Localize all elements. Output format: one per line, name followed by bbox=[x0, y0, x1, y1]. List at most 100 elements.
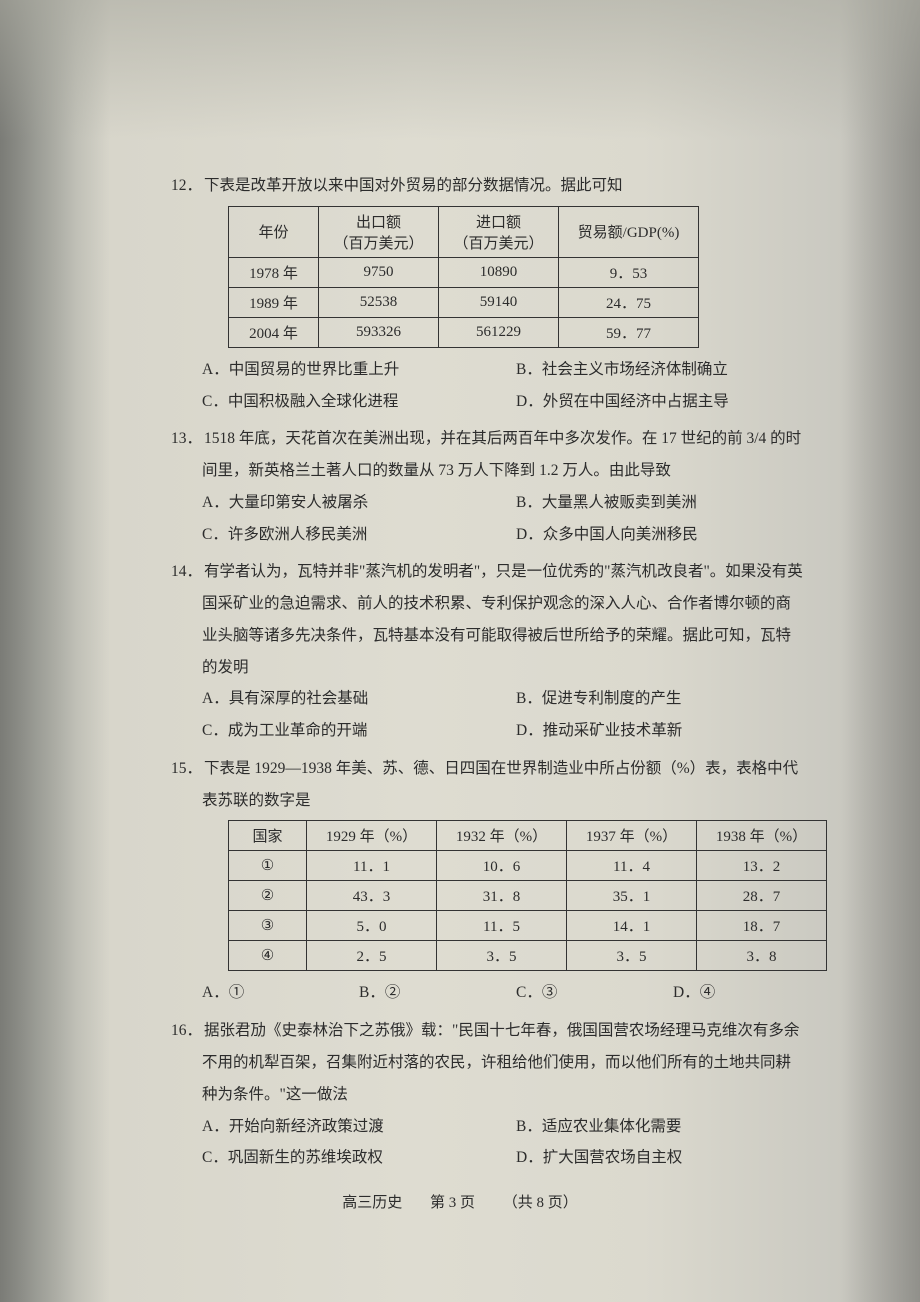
cell: 13．2 bbox=[697, 851, 827, 881]
table-row: ③ 5．0 11．5 14．1 18．7 bbox=[229, 911, 827, 941]
q15-opt-b: B．② bbox=[359, 977, 516, 1009]
q16-number: 16． bbox=[168, 1015, 202, 1047]
q15-table: 国家 1929 年（%） 1932 年（%） 1937 年（%） 1938 年（… bbox=[228, 820, 827, 971]
cell: ④ bbox=[229, 941, 307, 971]
q15-stem-line1: 15．下表是 1929—1938 年美、苏、德、日四国在世界制造业中所占份额（%… bbox=[168, 753, 830, 785]
q15-th-1932: 1932 年（%） bbox=[437, 821, 567, 851]
cell: 593326 bbox=[319, 317, 439, 347]
question-12: 12．下表是改革开放以来中国对外贸易的部分数据情况。据此可知 年份 出口额（百万… bbox=[168, 170, 830, 417]
cell: 31．8 bbox=[437, 881, 567, 911]
q12-th-gdp: 贸易额/GDP(%) bbox=[559, 206, 699, 257]
cell: 561229 bbox=[439, 317, 559, 347]
q14-opt-c: C．成为工业革命的开端 bbox=[202, 715, 516, 747]
table-row: ④ 2．5 3．5 3．5 3．8 bbox=[229, 941, 827, 971]
cell: 2．5 bbox=[307, 941, 437, 971]
shadow-top bbox=[0, 0, 920, 140]
cell: 14．1 bbox=[567, 911, 697, 941]
cell: 18．7 bbox=[697, 911, 827, 941]
q14-stem-line2: 国采矿业的急迫需求、前人的技术积累、专利保护观念的深入人心、合作者博尔顿的商 bbox=[168, 588, 830, 620]
table-row: 1978 年 9750 10890 9．53 bbox=[229, 257, 699, 287]
cell: 2004 年 bbox=[229, 317, 319, 347]
cell: 1978 年 bbox=[229, 257, 319, 287]
cell: 5．0 bbox=[307, 911, 437, 941]
table-row: ② 43．3 31．8 35．1 28．7 bbox=[229, 881, 827, 911]
q15-number: 15． bbox=[168, 753, 202, 785]
question-16: 16．据张君劢《史泰林治下之苏俄》载："民国十七年春，俄国国营农场经理马克维次有… bbox=[168, 1015, 830, 1174]
cell: 11．1 bbox=[307, 851, 437, 881]
q14-l1: 有学者认为，瓦特并非"蒸汽机的发明者"，只是一位优秀的"蒸汽机改良者"。如果没有… bbox=[204, 563, 803, 580]
q12-options: A．中国贸易的世界比重上升 B．社会主义市场经济体制确立 C．中国积极融入全球化… bbox=[168, 354, 830, 418]
cell: 1989 年 bbox=[229, 287, 319, 317]
shadow-left bbox=[0, 0, 110, 1302]
q16-opt-c: C．巩固新生的苏维埃政权 bbox=[202, 1142, 516, 1174]
q14-options: A．具有深厚的社会基础 B．促进专利制度的产生 C．成为工业革命的开端 D．推动… bbox=[168, 683, 830, 747]
question-15: 15．下表是 1929—1938 年美、苏、德、日四国在世界制造业中所占份额（%… bbox=[168, 753, 830, 1009]
exam-page: 12．下表是改革开放以来中国对外贸易的部分数据情况。据此可知 年份 出口额（百万… bbox=[0, 0, 920, 1302]
table-row: 年份 出口额（百万美元） 进口额（百万美元） 贸易额/GDP(%) bbox=[229, 206, 699, 257]
cell: 35．1 bbox=[567, 881, 697, 911]
q12-opt-d: D．外贸在中国经济中占据主导 bbox=[516, 386, 830, 418]
table-row: 国家 1929 年（%） 1932 年（%） 1937 年（%） 1938 年（… bbox=[229, 821, 827, 851]
q16-options: A．开始向新经济政策过渡 B．适应农业集体化需要 C．巩固新生的苏维埃政权 D．… bbox=[168, 1111, 830, 1175]
q13-opt-a: A．大量印第安人被屠杀 bbox=[202, 487, 516, 519]
q14-stem-line4: 的发明 bbox=[168, 652, 830, 684]
footer-total: （共 8 页） bbox=[503, 1195, 578, 1211]
q16-opt-d: D．扩大国营农场自主权 bbox=[516, 1142, 830, 1174]
q14-opt-d: D．推动采矿业技术革新 bbox=[516, 715, 830, 747]
q16-stem-line3: 种为条件。"这一做法 bbox=[168, 1079, 830, 1111]
q13-stem-line2: 间里，新英格兰土著人口的数量从 73 万人下降到 1.2 万人。由此导致 bbox=[168, 455, 830, 487]
q12-opt-a: A．中国贸易的世界比重上升 bbox=[202, 354, 516, 386]
q15-options: A．① B．② C．③ D．④ bbox=[168, 977, 830, 1009]
cell: ② bbox=[229, 881, 307, 911]
q15-th-1937: 1937 年（%） bbox=[567, 821, 697, 851]
q12-table: 年份 出口额（百万美元） 进口额（百万美元） 贸易额/GDP(%) 1978 年… bbox=[228, 206, 699, 348]
q12-opt-c: C．中国积极融入全球化进程 bbox=[202, 386, 516, 418]
cell: 43．3 bbox=[307, 881, 437, 911]
q15-th-1929: 1929 年（%） bbox=[307, 821, 437, 851]
q13-opt-c: C．许多欧洲人移民美洲 bbox=[202, 519, 516, 551]
q12-stem-text: 下表是改革开放以来中国对外贸易的部分数据情况。据此可知 bbox=[204, 177, 623, 194]
cell: 59．77 bbox=[559, 317, 699, 347]
q14-opt-a: A．具有深厚的社会基础 bbox=[202, 683, 516, 715]
q13-stem-line1: 13．1518 年底，天花首次在美洲出现，并在其后两百年中多次发作。在 17 世… bbox=[168, 423, 830, 455]
q15-stem-line2: 表苏联的数字是 bbox=[168, 785, 830, 817]
q12-th-import: 进口额（百万美元） bbox=[439, 206, 559, 257]
question-13: 13．1518 年底，天花首次在美洲出现，并在其后两百年中多次发作。在 17 世… bbox=[168, 423, 830, 550]
q16-stem-line2: 不用的机犁百架，召集附近村落的农民，许租给他们使用，而以他们所有的土地共同耕 bbox=[168, 1047, 830, 1079]
cell: 28．7 bbox=[697, 881, 827, 911]
q12-number: 12． bbox=[168, 170, 202, 202]
cell: 10890 bbox=[439, 257, 559, 287]
cell: 9750 bbox=[319, 257, 439, 287]
q16-opt-a: A．开始向新经济政策过渡 bbox=[202, 1111, 516, 1143]
q15-l1: 下表是 1929—1938 年美、苏、德、日四国在世界制造业中所占份额（%）表，… bbox=[204, 760, 798, 777]
cell: ① bbox=[229, 851, 307, 881]
cell: ③ bbox=[229, 911, 307, 941]
footer-subject: 高三历史 bbox=[342, 1195, 402, 1211]
q14-opt-b: B．促进专利制度的产生 bbox=[516, 683, 830, 715]
table-row: 1989 年 52538 59140 24．75 bbox=[229, 287, 699, 317]
table-row: ① 11．1 10．6 11．4 13．2 bbox=[229, 851, 827, 881]
cell: 3．5 bbox=[437, 941, 567, 971]
cell: 11．5 bbox=[437, 911, 567, 941]
cell: 3．5 bbox=[567, 941, 697, 971]
q14-stem-line1: 14．有学者认为，瓦特并非"蒸汽机的发明者"，只是一位优秀的"蒸汽机改良者"。如… bbox=[168, 556, 830, 588]
q14-stem-line3: 业头脑等诸多先决条件，瓦特基本没有可能取得被后世所给予的荣耀。据此可知，瓦特 bbox=[168, 620, 830, 652]
cell: 10．6 bbox=[437, 851, 567, 881]
q15-th-country: 国家 bbox=[229, 821, 307, 851]
footer-page: 第 3 页 bbox=[430, 1195, 475, 1211]
question-14: 14．有学者认为，瓦特并非"蒸汽机的发明者"，只是一位优秀的"蒸汽机改良者"。如… bbox=[168, 556, 830, 747]
shadow-right bbox=[840, 0, 920, 1302]
cell: 9．53 bbox=[559, 257, 699, 287]
page-footer: 高三历史 第 3 页 （共 8 页） bbox=[0, 1191, 920, 1212]
q12-opt-b: B．社会主义市场经济体制确立 bbox=[516, 354, 830, 386]
cell: 3．8 bbox=[697, 941, 827, 971]
cell: 24．75 bbox=[559, 287, 699, 317]
q13-number: 13． bbox=[168, 423, 202, 455]
q15-opt-c: C．③ bbox=[516, 977, 673, 1009]
q13-l1: 1518 年底，天花首次在美洲出现，并在其后两百年中多次发作。在 17 世纪的前… bbox=[204, 430, 801, 447]
q15-th-1938: 1938 年（%） bbox=[697, 821, 827, 851]
q12-stem: 12．下表是改革开放以来中国对外贸易的部分数据情况。据此可知 bbox=[168, 170, 830, 202]
q13-opt-b: B．大量黑人被贩卖到美洲 bbox=[516, 487, 830, 519]
q15-opt-d: D．④ bbox=[673, 977, 830, 1009]
q16-l1: 据张君劢《史泰林治下之苏俄》载："民国十七年春，俄国国营农场经理马克维次有多余 bbox=[204, 1022, 799, 1039]
